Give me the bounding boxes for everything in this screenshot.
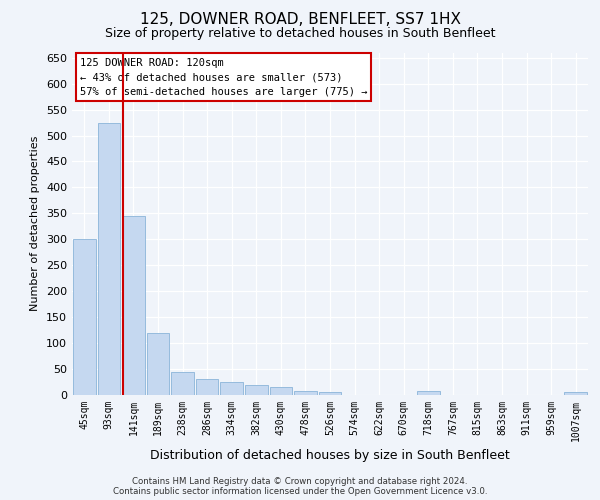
Bar bbox=[73, 240, 95, 395]
Bar bbox=[319, 392, 341, 395]
Bar bbox=[245, 384, 268, 395]
X-axis label: Distribution of detached houses by size in South Benfleet: Distribution of detached houses by size … bbox=[150, 450, 510, 462]
Bar bbox=[565, 392, 587, 395]
Text: 125 DOWNER ROAD: 120sqm
← 43% of detached houses are smaller (573)
57% of semi-d: 125 DOWNER ROAD: 120sqm ← 43% of detache… bbox=[80, 58, 367, 97]
Bar bbox=[417, 391, 440, 395]
Bar bbox=[269, 387, 292, 395]
Bar bbox=[98, 122, 120, 395]
Y-axis label: Number of detached properties: Number of detached properties bbox=[31, 136, 40, 312]
Text: 125, DOWNER ROAD, BENFLEET, SS7 1HX: 125, DOWNER ROAD, BENFLEET, SS7 1HX bbox=[139, 12, 461, 28]
Text: Contains HM Land Registry data © Crown copyright and database right 2024.
Contai: Contains HM Land Registry data © Crown c… bbox=[113, 476, 487, 496]
Bar bbox=[196, 380, 218, 395]
Bar bbox=[220, 382, 243, 395]
Bar bbox=[171, 372, 194, 395]
Text: Size of property relative to detached houses in South Benfleet: Size of property relative to detached ho… bbox=[105, 28, 495, 40]
Bar bbox=[294, 391, 317, 395]
Bar bbox=[146, 332, 169, 395]
Bar bbox=[122, 216, 145, 395]
